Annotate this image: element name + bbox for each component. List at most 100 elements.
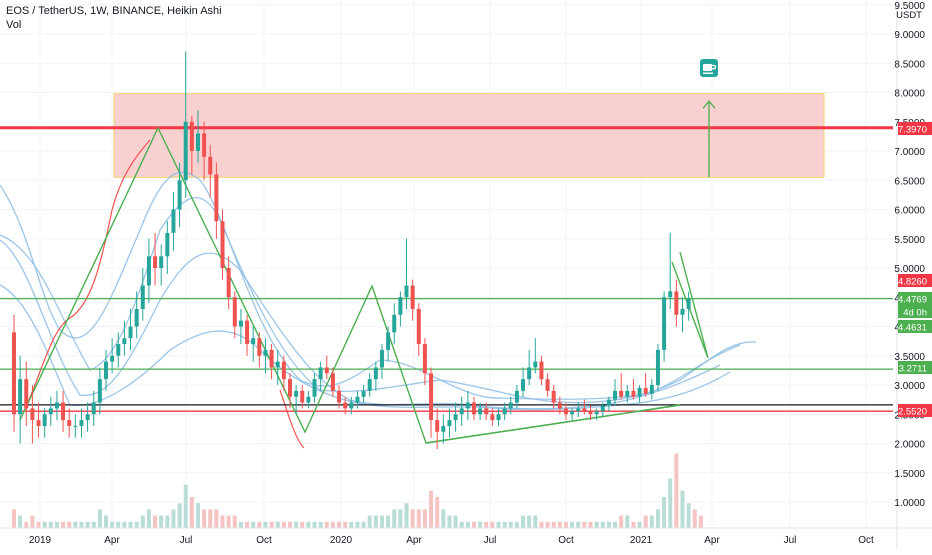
trend-line[interactable] — [425, 404, 681, 444]
candle-body — [294, 390, 299, 397]
volume-bar — [594, 521, 599, 528]
price-label: 4.4631 — [898, 323, 927, 334]
volume-bar — [459, 521, 464, 528]
time-tick-label: Apr — [406, 535, 422, 546]
volume-bar — [649, 515, 654, 528]
volume-bar — [214, 509, 219, 528]
volume-bar — [404, 503, 409, 528]
price-tick-label: 3.0000 — [894, 381, 925, 392]
candle-body — [306, 396, 311, 403]
volume-bar — [490, 521, 495, 528]
candle-body — [392, 314, 397, 333]
volume-bar — [67, 521, 72, 528]
candle-body — [379, 349, 384, 368]
volume-bar — [551, 521, 556, 528]
volume-bar — [140, 515, 145, 528]
candle-body — [545, 379, 550, 391]
candle-body — [422, 344, 427, 374]
volume-bar — [637, 521, 642, 528]
volume-bar — [281, 521, 286, 528]
candle-body — [42, 414, 47, 426]
candle-body — [631, 390, 636, 397]
candle-body — [318, 367, 323, 380]
candle-body — [171, 209, 176, 233]
volume-bar — [208, 509, 213, 528]
candle-body — [637, 387, 642, 397]
volume-bar — [502, 521, 507, 528]
volume-bar — [662, 497, 667, 528]
candle-body — [582, 408, 587, 412]
volume-bar — [668, 478, 673, 528]
volume-bar — [386, 515, 391, 528]
candle-body — [459, 408, 464, 415]
volume-bar — [159, 515, 164, 528]
candle-body — [281, 361, 286, 380]
candle-body — [478, 408, 483, 415]
volume-bar — [30, 515, 35, 528]
volume-bar — [521, 515, 526, 528]
candle-body — [662, 297, 667, 350]
trend-line[interactable] — [671, 251, 709, 359]
candle-body — [110, 355, 115, 362]
volume-bar — [447, 515, 452, 528]
candle-body — [202, 133, 207, 157]
candle-body — [220, 221, 225, 268]
price-tick-label: 6.0000 — [894, 206, 925, 217]
candle-body — [195, 133, 200, 151]
candle-body — [465, 402, 470, 409]
volume-bar — [73, 521, 78, 528]
time-tick-label: 2019 — [29, 535, 52, 546]
volume-bar — [680, 490, 685, 528]
volume-bar — [103, 515, 108, 528]
candle-body — [447, 420, 452, 426]
candle-body — [557, 402, 562, 409]
volume-bar — [435, 497, 440, 528]
time-tick-label: Jul — [484, 535, 497, 546]
candle-body — [103, 361, 108, 380]
candle-body — [140, 285, 145, 309]
price-label-box — [898, 404, 932, 417]
price-tick-label: 8.0000 — [894, 89, 925, 100]
candle-body — [30, 408, 35, 421]
price-tick-label: 7.0000 — [894, 147, 925, 158]
volume-bar — [379, 515, 384, 528]
candle-body — [655, 349, 660, 385]
volume-bar — [613, 521, 618, 528]
candle-body — [146, 256, 151, 286]
volume-bar — [392, 509, 397, 528]
volume-bar — [429, 490, 434, 528]
volume-bar — [263, 521, 268, 528]
price-tick-label: 1.0000 — [894, 498, 925, 509]
time-tick-label: Apr — [104, 535, 120, 546]
candle-body — [502, 408, 507, 415]
price-label: 3.2711 — [899, 364, 927, 375]
candle-body — [91, 402, 96, 415]
price-label: 4d 0h — [903, 308, 927, 319]
price-tick-label: 1.5000 — [894, 469, 925, 480]
volume-bar — [97, 509, 102, 528]
volume-bar — [692, 509, 697, 528]
volume-bar — [453, 515, 458, 528]
volume-bar — [570, 521, 575, 528]
candle-body — [134, 308, 139, 327]
candle-body — [398, 297, 403, 315]
candle-body — [226, 268, 231, 298]
candle-body — [128, 326, 133, 339]
candle-body — [324, 367, 329, 374]
volume-bar — [24, 521, 29, 528]
candle-body — [48, 408, 53, 415]
coffee-cup-icon — [699, 58, 719, 78]
candle-body — [263, 349, 268, 356]
candle-body — [232, 297, 237, 327]
volume-bar — [220, 515, 225, 528]
candle-body — [386, 332, 391, 350]
candle-body — [643, 387, 648, 394]
candle-body — [67, 420, 72, 426]
candle-body — [54, 402, 59, 409]
volume-bar — [539, 521, 544, 528]
volume-bar — [18, 515, 23, 528]
volume-bar — [189, 497, 194, 528]
volume-bar — [619, 515, 624, 528]
